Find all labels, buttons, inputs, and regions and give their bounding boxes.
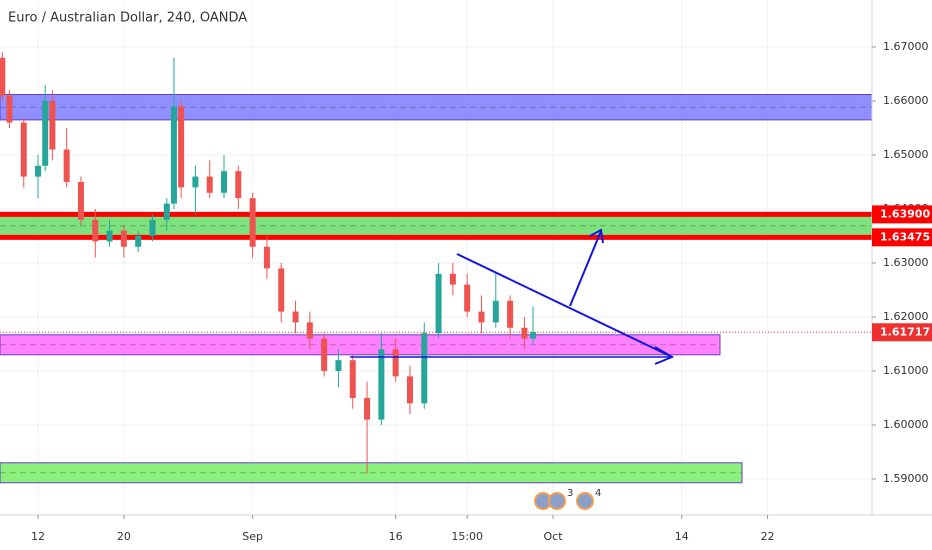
candle-body xyxy=(378,349,385,420)
candle-body xyxy=(49,100,56,150)
candle-body xyxy=(306,322,313,339)
candle-body xyxy=(292,311,299,323)
y-tick-label: 1.66000 xyxy=(883,94,929,107)
candle-body xyxy=(321,338,328,371)
candle-body xyxy=(392,349,399,377)
chart-title: Euro / Australian Dollar, 240, OANDA xyxy=(8,11,247,26)
event-icon xyxy=(576,492,594,510)
candle-body xyxy=(235,171,242,199)
candle-body xyxy=(149,219,156,236)
x-tick-label: 14 xyxy=(675,530,689,543)
up-arrow xyxy=(569,230,602,307)
candle-body xyxy=(263,246,270,269)
candle-body xyxy=(170,106,177,204)
zone xyxy=(0,214,872,238)
event-count: 4 xyxy=(595,488,601,499)
candle-body xyxy=(278,268,285,312)
zone xyxy=(0,334,721,356)
candle-body xyxy=(529,332,536,339)
drawings xyxy=(350,228,675,365)
candles xyxy=(0,52,536,474)
x-tick-label: Sep xyxy=(242,530,263,543)
candle-body xyxy=(406,376,413,404)
arrow-head xyxy=(589,228,604,244)
candle-body xyxy=(449,273,456,285)
event-icon xyxy=(548,492,566,510)
candle-body xyxy=(20,122,27,177)
price-label: 1.63475 xyxy=(880,230,930,243)
y-tick-label: 1.59000 xyxy=(883,472,929,485)
x-tick-label: 22 xyxy=(761,530,775,543)
candle-body xyxy=(0,57,6,96)
candle-body xyxy=(507,300,514,328)
price-label: 1.61717 xyxy=(880,325,930,338)
y-tick-label: 1.63000 xyxy=(883,256,929,269)
candle-body xyxy=(135,235,142,247)
candle-body xyxy=(349,360,356,398)
candle-body xyxy=(42,100,49,166)
price-label-box xyxy=(872,228,932,247)
candle-body xyxy=(192,176,199,188)
candle-body xyxy=(521,327,528,339)
axes: 1.590001.600001.610001.620001.630001.640… xyxy=(31,40,932,543)
y-tick-label: 1.60000 xyxy=(883,418,929,431)
zones xyxy=(0,94,873,484)
candle-body xyxy=(106,230,113,242)
x-tick-label: 16 xyxy=(389,530,403,543)
candle-body xyxy=(63,149,70,182)
x-tick-label: Oct xyxy=(543,530,563,543)
candle-body xyxy=(335,360,342,371)
y-tick-label: 1.62000 xyxy=(883,310,929,323)
candle-body xyxy=(6,95,13,123)
candle-body xyxy=(178,106,185,188)
zone xyxy=(0,462,743,484)
candle-body xyxy=(92,219,99,242)
candle-body xyxy=(163,203,170,220)
x-tick-label: 12 xyxy=(31,530,45,543)
candle-body xyxy=(464,284,471,312)
y-tick-label: 1.65000 xyxy=(883,148,929,161)
candle-body xyxy=(492,300,499,323)
candle-body xyxy=(364,397,371,420)
candle-body xyxy=(77,181,84,220)
candle-body xyxy=(421,333,428,404)
event-count: 3 xyxy=(567,488,573,499)
trend-arrow xyxy=(456,253,671,357)
candle-body xyxy=(221,171,228,193)
event-markers: 3 4 xyxy=(534,488,601,510)
x-tick-label: 15:00 xyxy=(451,530,483,543)
x-tick-label: 20 xyxy=(117,530,131,543)
price-label-box xyxy=(872,323,932,342)
candle-body xyxy=(35,165,42,177)
price-label-box xyxy=(872,205,932,224)
candle-body xyxy=(206,176,213,193)
candle-body xyxy=(478,311,485,323)
y-tick-label: 1.61000 xyxy=(883,364,929,377)
candle-body xyxy=(249,198,256,247)
y-tick-label: 1.67000 xyxy=(883,40,929,53)
candle-body xyxy=(435,273,442,334)
candle-body xyxy=(120,230,127,247)
price-label: 1.63900 xyxy=(880,207,930,220)
